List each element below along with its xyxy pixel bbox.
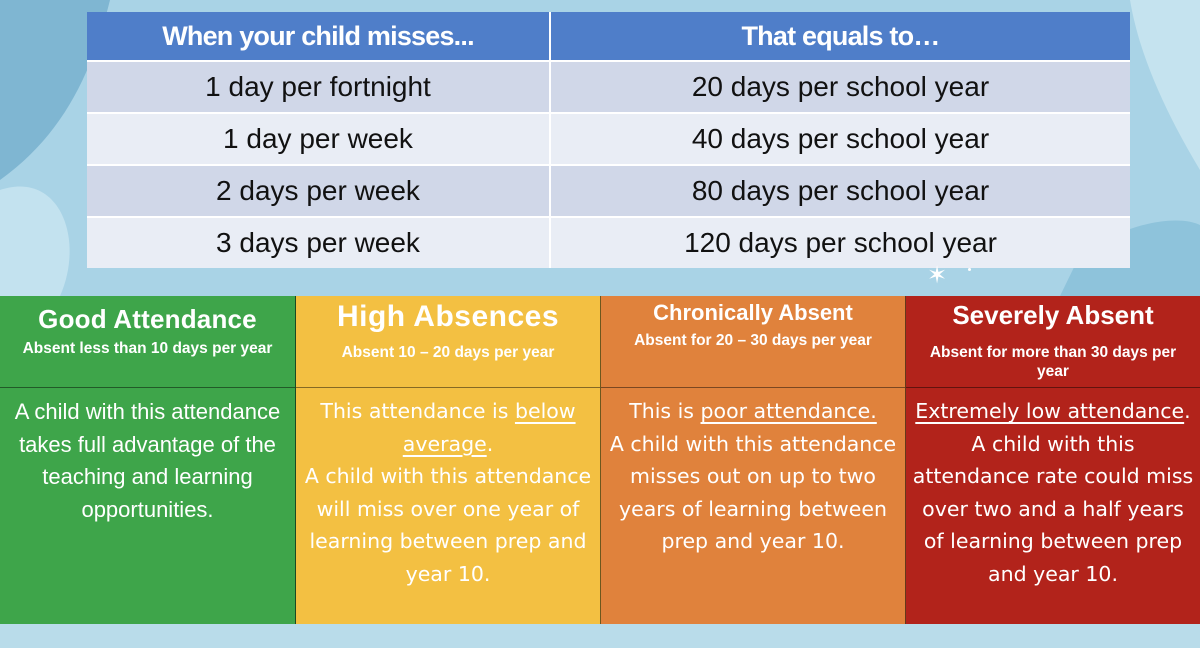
description-lead: This is	[629, 399, 701, 423]
category-subtitle: Absent 10 – 20 days per year	[341, 344, 555, 361]
description-underlined: poor attendance.	[700, 399, 877, 423]
misses-cell: 2 days per week	[87, 164, 551, 217]
category-divider	[296, 387, 600, 388]
category-subtitle: Absent for 20 – 30 days per year	[634, 332, 872, 349]
misses-cell: 1 day per fortnight	[87, 60, 551, 113]
category-header: High Absences Absent 10 – 20 days per ye…	[296, 296, 600, 387]
category-title: Good Attendance	[38, 304, 257, 334]
description-text: A child with this attendance takes full …	[14, 399, 281, 522]
category-description: Extremely low attendance. A child with t…	[906, 388, 1200, 624]
category-description: This attendance is below average. A chil…	[296, 388, 600, 624]
category-description: This is poor attendance. A child with th…	[601, 388, 905, 624]
category-subtitle: Absent less than 10 days per year	[22, 340, 273, 357]
equals-cell: 40 days per school year	[550, 112, 1130, 165]
table-row: 2 days per week 80 days per school year	[87, 164, 1130, 217]
category-divider	[906, 387, 1200, 388]
equals-cell: 80 days per school year	[550, 164, 1130, 217]
equals-cell: 120 days per school year	[550, 216, 1130, 268]
table-row: 1 day per fortnight 20 days per school y…	[87, 60, 1130, 113]
category-severely-absent: Severely Absent Absent for more than 30 …	[906, 296, 1200, 624]
equals-cell: 20 days per school year	[550, 60, 1130, 113]
description-text: A child with this attendance will miss o…	[304, 464, 592, 586]
category-high-absences: High Absences Absent 10 – 20 days per ye…	[296, 296, 601, 624]
description-tail: .	[486, 431, 494, 456]
category-header: Chronically Absent Absent for 20 – 30 da…	[601, 296, 905, 387]
header-equals: That equals to…	[550, 12, 1130, 61]
description-lead: This attendance is	[320, 399, 515, 423]
category-divider	[0, 387, 295, 388]
category-description: A child with this attendance takes full …	[0, 388, 295, 624]
description-underlined: Extremely low attendance	[915, 399, 1185, 423]
category-subtitle: Absent for more than 30 days per year	[929, 344, 1177, 380]
category-divider	[601, 387, 905, 388]
misses-cell: 3 days per week	[87, 216, 551, 268]
category-chronically-absent: Chronically Absent Absent for 20 – 30 da…	[601, 296, 906, 624]
category-header: Good Attendance Absent less than 10 days…	[0, 296, 295, 387]
attendance-categories: Good Attendance Absent less than 10 days…	[0, 296, 1200, 624]
table-header-row: When your child misses... That equals to…	[87, 12, 1130, 61]
category-good-attendance: Good Attendance Absent less than 10 days…	[0, 296, 296, 624]
misses-cell: 1 day per week	[87, 112, 551, 165]
sparkle-dot-icon	[968, 268, 971, 271]
description-underlined: below average	[402, 399, 576, 456]
absence-equivalence-table: When your child misses... That equals to…	[87, 12, 1130, 268]
table-row: 3 days per week 120 days per school year	[87, 216, 1130, 268]
category-title: Severely Absent	[952, 300, 1154, 330]
description-tail: .	[1184, 399, 1191, 423]
category-title: High Absences	[336, 300, 560, 333]
description-text: A child with this attendance misses out …	[609, 431, 897, 554]
category-header: Severely Absent Absent for more than 30 …	[906, 296, 1200, 387]
table-row: 1 day per week 40 days per school year	[87, 112, 1130, 165]
category-title: Chronically Absent	[653, 300, 853, 325]
header-misses: When your child misses...	[87, 12, 551, 61]
sparkle-icon: ✶	[927, 262, 948, 289]
description-text: A child with this attendance rate could …	[912, 431, 1194, 586]
